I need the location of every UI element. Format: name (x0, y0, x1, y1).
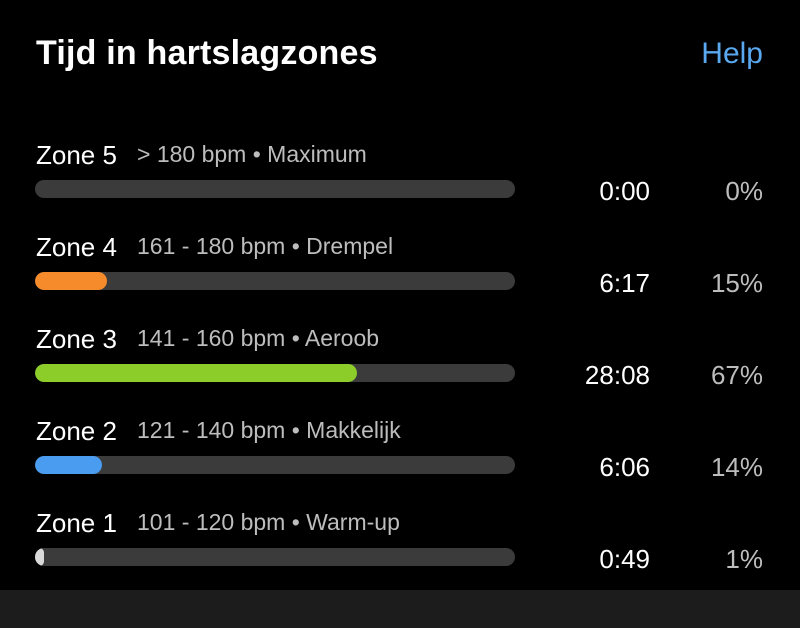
zone-range: 141 - 160 bpm • Aeroob (137, 325, 380, 351)
zone-bar-fill (35, 456, 102, 474)
zone-bar-fill (35, 364, 357, 382)
zone-row-5: Zone 5 > 180 bpm • Maximum 0:00 0% (0, 140, 800, 232)
zone-bar-fill (35, 272, 107, 290)
zone-row-2: Zone 2 121 - 140 bpm • Makkelijk 6:06 14… (0, 416, 800, 508)
zone-name: Zone 2 (36, 416, 117, 446)
zone-bar-track (35, 272, 515, 290)
zone-name: Zone 3 (36, 324, 117, 354)
zone-percent: 67% (710, 360, 763, 390)
zone-percent: 0% (725, 176, 763, 206)
zone-time: 6:06 (599, 452, 650, 482)
card-title: Tijd in hartslagzones (36, 34, 378, 72)
help-link[interactable]: Help (701, 37, 763, 70)
zone-bar-fill (35, 548, 44, 566)
zone-bar-track (35, 456, 515, 474)
zone-percent: 15% (710, 268, 763, 298)
zone-bar-track (35, 180, 515, 198)
zone-time: 6:17 (599, 268, 650, 298)
zone-range: > 180 bpm • Maximum (137, 141, 367, 167)
zone-row-1: Zone 1 101 - 120 bpm • Warm-up 0:49 1% (0, 508, 800, 600)
zone-row-4: Zone 4 161 - 180 bpm • Drempel 6:17 15% (0, 232, 800, 324)
zone-range: 121 - 140 bpm • Makkelijk (137, 417, 401, 443)
zone-row-3: Zone 3 141 - 160 bpm • Aeroob 28:08 67% (0, 324, 800, 416)
zone-bar-track (35, 548, 515, 566)
zone-name: Zone 5 (36, 140, 117, 170)
zone-name: Zone 1 (36, 508, 117, 538)
zone-percent: 1% (725, 544, 763, 574)
zone-range: 161 - 180 bpm • Drempel (137, 233, 394, 259)
bottom-divider-strip (0, 590, 800, 628)
zone-time: 0:00 (599, 176, 650, 206)
zone-percent: 14% (710, 452, 763, 482)
zone-name: Zone 4 (36, 232, 117, 262)
zone-range: 101 - 120 bpm • Warm-up (137, 509, 400, 535)
zone-bar-track (35, 364, 515, 382)
zone-time: 0:49 (599, 544, 650, 574)
zone-time: 28:08 (584, 360, 650, 390)
heart-rate-zones-card: Tijd in hartslagzones Help Zone 5 > 180 … (0, 34, 800, 574)
